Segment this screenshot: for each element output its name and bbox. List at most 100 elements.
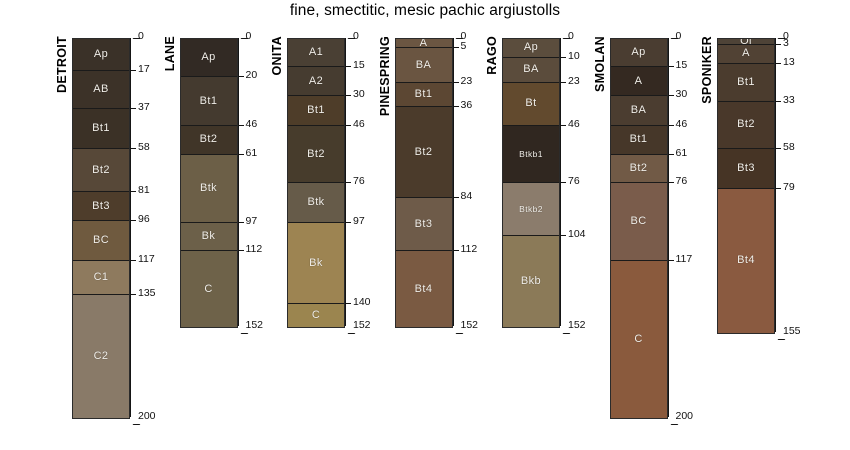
depth-tick-label: 58 bbox=[138, 140, 150, 153]
horizon-c: C bbox=[180, 251, 237, 328]
horizon-bt1: Bt1 bbox=[288, 95, 344, 127]
horizon-label: C1 bbox=[93, 270, 109, 283]
depth-tick bbox=[345, 182, 351, 184]
horizon-label: Ap bbox=[201, 50, 216, 63]
horizon-ab: AB bbox=[73, 71, 129, 110]
depth-tick-label: 0 bbox=[353, 30, 359, 42]
horizon-oi: Oi bbox=[718, 39, 774, 45]
horizon-a: A bbox=[395, 39, 452, 49]
depth-tick bbox=[130, 70, 136, 72]
horizon-label: A bbox=[419, 39, 428, 49]
horizon-label: Bk bbox=[201, 230, 216, 243]
horizon-bt: Bt bbox=[503, 82, 559, 127]
horizon-a2: A2 bbox=[288, 67, 344, 96]
profile-column: Ap Bt1 Bt2 Btk Bk C bbox=[179, 38, 238, 329]
horizon-label: A bbox=[634, 74, 643, 87]
horizon-label: C bbox=[634, 332, 643, 345]
horizon-label: A2 bbox=[308, 74, 324, 87]
profile-name-label: ONITA bbox=[270, 36, 284, 76]
depth-tick-label: 30 bbox=[675, 87, 688, 100]
horizon-label: Btkb1 bbox=[519, 148, 543, 159]
depth-tick bbox=[775, 62, 781, 64]
depth-tick-label: 104 bbox=[568, 228, 586, 241]
horizon-label: Bt3 bbox=[737, 161, 755, 174]
horizon-ap: Ap bbox=[180, 39, 237, 77]
profile-column: A1 A2 Bt1 Bt2 Btk Bk C bbox=[287, 38, 345, 329]
depth-tick bbox=[560, 81, 566, 83]
horizon-ap: Ap bbox=[503, 39, 559, 58]
horizon-label: BA bbox=[523, 63, 539, 76]
depth-tick-label: 79 bbox=[783, 180, 795, 193]
horizon-ba: BA bbox=[503, 57, 559, 83]
profile-column: Ap BA Bt Btkb1 Btkb2 Bkb bbox=[502, 38, 560, 329]
horizon-label: Bt bbox=[525, 97, 537, 110]
depth-tick-label: 23 bbox=[460, 74, 473, 87]
horizon-label: Bt3 bbox=[92, 199, 110, 212]
depth-tick-label: 84 bbox=[460, 190, 473, 203]
horizon-btk: Btk bbox=[180, 154, 237, 223]
depth-tick-label: 30 bbox=[353, 87, 365, 100]
depth-tick bbox=[452, 47, 459, 49]
depth-tick bbox=[775, 43, 781, 45]
profile-name-label: SMOLAN bbox=[592, 36, 607, 92]
horizon-label: Bt2 bbox=[307, 147, 325, 160]
depth-tick-label: 3 bbox=[783, 36, 789, 49]
horizon-bt3: Bt3 bbox=[395, 198, 452, 252]
depth-tick-label: 152 bbox=[460, 319, 479, 332]
horizon-bt1: Bt1 bbox=[718, 63, 774, 102]
horizon-label: Bt2 bbox=[737, 118, 755, 131]
horizon-bt1: Bt1 bbox=[73, 109, 129, 149]
horizon-bt2: Bt2 bbox=[288, 126, 344, 183]
horizon-c1: C1 bbox=[73, 260, 129, 295]
horizon-label: C bbox=[204, 282, 213, 295]
horizon-bt3: Bt3 bbox=[73, 192, 129, 221]
horizon-c: C bbox=[610, 260, 667, 418]
depth-tick bbox=[667, 94, 674, 96]
depth-axis bbox=[237, 38, 239, 327]
horizon-a1: A1 bbox=[288, 39, 344, 68]
depth-tick bbox=[345, 303, 351, 305]
horizon-label: Btkb2 bbox=[519, 203, 543, 214]
horizon-a: A bbox=[718, 44, 774, 64]
horizon-label: AB bbox=[93, 83, 109, 96]
depth-tick-label: 0 bbox=[783, 30, 789, 42]
depth-tick-label: 61 bbox=[245, 146, 258, 159]
horizon-bt2: Bt2 bbox=[395, 107, 452, 199]
horizon-label: Bt3 bbox=[414, 217, 433, 230]
horizon-label: Bt1 bbox=[629, 133, 648, 146]
horizon-a: A bbox=[610, 67, 667, 96]
horizon-c: C bbox=[288, 304, 344, 328]
depth-tick-label: 76 bbox=[568, 175, 580, 188]
depth-axis bbox=[130, 38, 131, 417]
horizon-label: Bt4 bbox=[737, 254, 755, 267]
depth-tick-label: 117 bbox=[138, 252, 155, 265]
horizon-bt1: Bt1 bbox=[180, 76, 237, 127]
depth-tick-label: 0 bbox=[460, 30, 467, 42]
horizon-label: Bt2 bbox=[92, 163, 110, 176]
depth-tick bbox=[345, 221, 351, 223]
depth-tick-label: 76 bbox=[675, 175, 688, 188]
horizon-label: Bt1 bbox=[307, 104, 325, 116]
horizon-bt2: Bt2 bbox=[718, 101, 774, 149]
depth-tick bbox=[667, 182, 674, 184]
depth-tick-label: 152 bbox=[245, 319, 264, 332]
depth-tick bbox=[130, 259, 136, 261]
depth-tick-label: 152 bbox=[353, 319, 371, 332]
horizon-bt3: Bt3 bbox=[718, 148, 774, 189]
depth-tick bbox=[345, 125, 351, 127]
depth-tick-label: 117 bbox=[675, 252, 693, 265]
depth-tick bbox=[345, 94, 351, 96]
horizon-label: Ap bbox=[631, 46, 646, 59]
depth-tick-label: 46 bbox=[675, 118, 688, 131]
horizon-label: Ap bbox=[93, 48, 109, 61]
depth-tick bbox=[237, 221, 244, 223]
chart-title: fine, smectitic, mesic pachic argiustoll… bbox=[289, 2, 561, 19]
depth-tick bbox=[130, 108, 136, 110]
profile-name-label: PINESPRING bbox=[377, 36, 392, 117]
horizon-label: A bbox=[742, 47, 750, 60]
horizon-ap: Ap bbox=[610, 39, 667, 68]
depth-tick-label: 13 bbox=[783, 55, 795, 68]
depth-tick-label: 97 bbox=[245, 214, 258, 227]
depth-tick-label: 112 bbox=[460, 243, 478, 256]
